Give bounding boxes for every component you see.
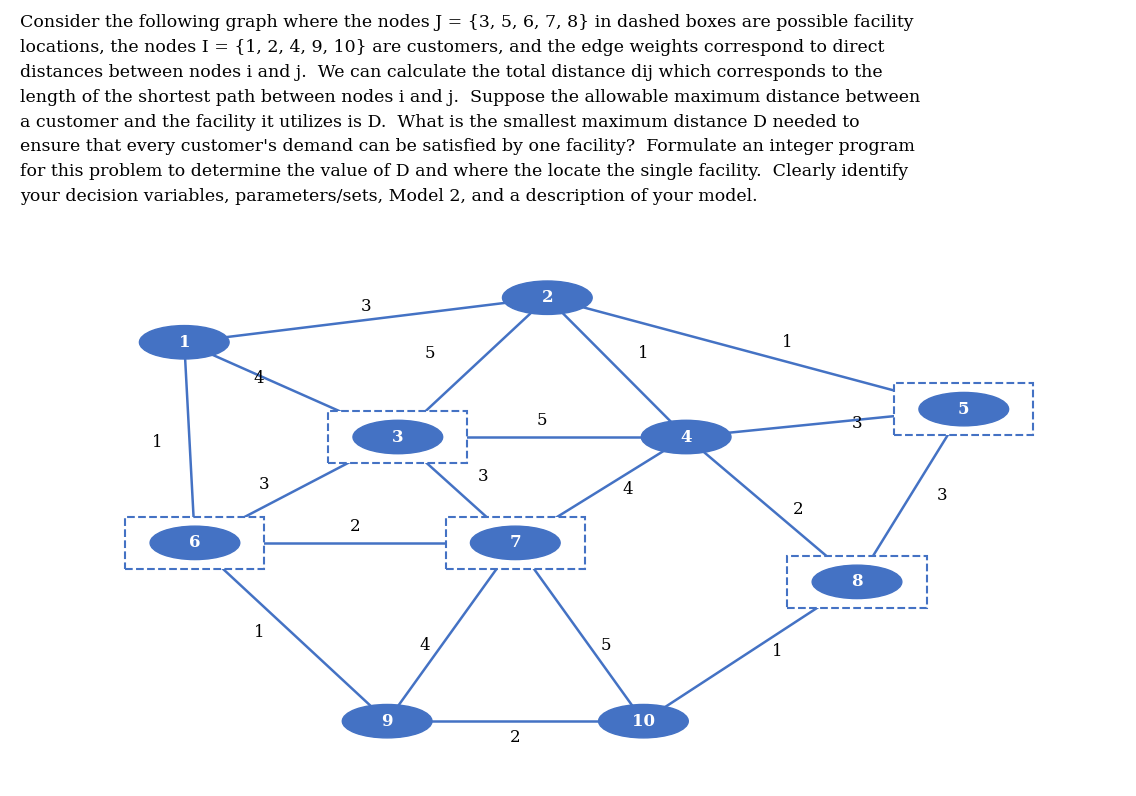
Text: 2: 2 bbox=[542, 289, 553, 306]
Text: 3: 3 bbox=[478, 467, 488, 485]
Text: 3: 3 bbox=[392, 428, 403, 446]
Text: 9: 9 bbox=[382, 712, 393, 730]
Text: 2: 2 bbox=[510, 729, 520, 747]
Text: 4: 4 bbox=[623, 482, 633, 498]
Text: 1: 1 bbox=[253, 623, 265, 641]
Text: 1: 1 bbox=[178, 334, 190, 351]
Ellipse shape bbox=[342, 704, 432, 738]
Text: 1: 1 bbox=[771, 643, 783, 660]
FancyBboxPatch shape bbox=[445, 517, 585, 569]
Ellipse shape bbox=[812, 565, 902, 599]
Text: 5: 5 bbox=[536, 412, 548, 429]
Text: locations, the nodes I = {1, 2, 4, 9, 10} are customers, and the edge weights co: locations, the nodes I = {1, 2, 4, 9, 10… bbox=[20, 39, 885, 56]
Text: 10: 10 bbox=[632, 712, 655, 730]
Text: 5: 5 bbox=[601, 638, 611, 654]
Ellipse shape bbox=[502, 281, 592, 314]
Text: for this problem to determine the value of D and where the locate the single fac: for this problem to determine the value … bbox=[20, 163, 909, 180]
Text: your decision variables, parameters/sets, Model 2, and a description of your mod: your decision variables, parameters/sets… bbox=[20, 188, 758, 205]
Ellipse shape bbox=[919, 392, 1009, 426]
FancyBboxPatch shape bbox=[125, 517, 265, 569]
Ellipse shape bbox=[470, 526, 560, 560]
Text: 5: 5 bbox=[425, 345, 435, 362]
FancyBboxPatch shape bbox=[328, 411, 467, 463]
Text: 2: 2 bbox=[793, 501, 803, 518]
Text: distances between nodes i and j.  We can calculate the total distance dij which : distances between nodes i and j. We can … bbox=[20, 64, 883, 81]
Text: 1: 1 bbox=[638, 345, 649, 362]
Text: 1: 1 bbox=[152, 434, 162, 451]
FancyBboxPatch shape bbox=[787, 556, 927, 608]
Text: 8: 8 bbox=[851, 573, 863, 591]
Ellipse shape bbox=[642, 420, 730, 454]
Text: 1: 1 bbox=[783, 334, 793, 351]
Text: 3: 3 bbox=[852, 415, 862, 431]
Text: a customer and the facility it utilizes is D.  What is the smallest maximum dist: a customer and the facility it utilizes … bbox=[20, 114, 860, 131]
FancyBboxPatch shape bbox=[894, 383, 1034, 435]
Ellipse shape bbox=[353, 420, 443, 454]
Text: 4: 4 bbox=[680, 428, 692, 446]
Text: 4: 4 bbox=[253, 370, 265, 387]
Text: 3: 3 bbox=[937, 487, 947, 504]
Text: 2: 2 bbox=[350, 517, 360, 535]
Text: 5: 5 bbox=[958, 400, 969, 418]
Text: 3: 3 bbox=[259, 476, 269, 493]
Ellipse shape bbox=[599, 704, 688, 738]
Text: Consider the following graph where the nodes J = {3, 5, 6, 7, 8} in dashed boxes: Consider the following graph where the n… bbox=[20, 14, 913, 31]
Text: ensure that every customer's demand can be satisfied by one facility?  Formulate: ensure that every customer's demand can … bbox=[20, 139, 916, 155]
Ellipse shape bbox=[150, 526, 240, 560]
Ellipse shape bbox=[140, 326, 229, 359]
Text: 6: 6 bbox=[190, 534, 201, 552]
Text: 7: 7 bbox=[509, 534, 521, 552]
Text: 3: 3 bbox=[360, 298, 371, 314]
Text: length of the shortest path between nodes i and j.  Suppose the allowable maximu: length of the shortest path between node… bbox=[20, 88, 920, 106]
Text: 4: 4 bbox=[419, 638, 429, 654]
